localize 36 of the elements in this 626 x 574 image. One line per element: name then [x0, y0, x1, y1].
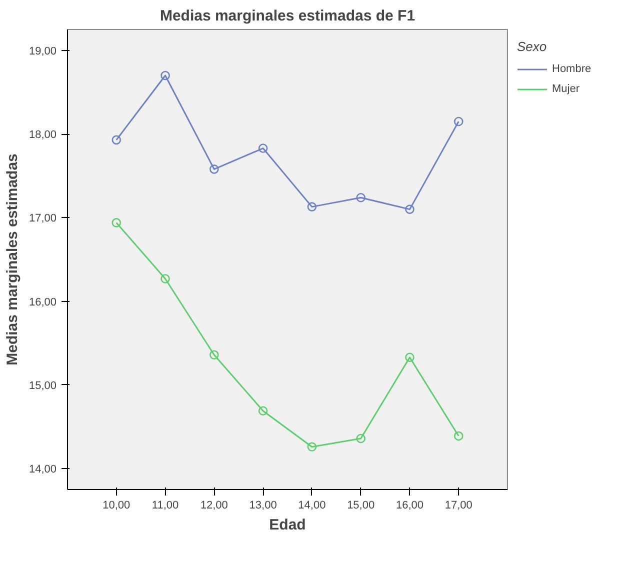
point: [112, 218, 122, 228]
x-tick-label: 14,00: [298, 500, 326, 512]
point: [160, 70, 170, 80]
point: [454, 116, 464, 126]
legend-label: Mujer: [552, 83, 580, 95]
chart-title: Medias marginales estimadas de F1: [160, 8, 416, 24]
x-tick-label: 17,00: [444, 500, 472, 512]
legend-label: Hombre: [552, 63, 592, 75]
y-tick-label: 18,00: [28, 129, 57, 142]
y-tick-label: 19,00: [28, 45, 57, 58]
point: [405, 204, 414, 214]
point: [356, 434, 366, 444]
x-tick-label: 15,00: [347, 500, 375, 512]
point: [454, 431, 464, 441]
point: [258, 406, 268, 416]
point: [258, 144, 268, 153]
point: [307, 202, 317, 212]
point: [307, 442, 317, 452]
point: [356, 192, 366, 202]
point: [112, 135, 122, 145]
y-tick-label: 15,00: [28, 380, 57, 392]
y-axis-title: Medias marginales estimadas: [4, 154, 21, 366]
x-tick-label: 12,00: [200, 500, 228, 512]
x-tick-label: 16,00: [396, 500, 424, 512]
point: [405, 352, 414, 362]
y-tick-label: 17,00: [28, 212, 57, 225]
x-tick-label: 10,00: [102, 500, 130, 512]
point: [210, 350, 219, 360]
y-tick-label: 16,00: [28, 296, 57, 308]
point: [210, 164, 219, 174]
x-tick-label: 13,00: [249, 500, 277, 512]
y-tick-label: 14,00: [28, 464, 57, 476]
x-tick-label: 11,00: [152, 500, 179, 512]
x-axis-title: Edad: [269, 516, 306, 534]
legend-title: Sexo: [517, 39, 548, 54]
point: [160, 274, 170, 284]
